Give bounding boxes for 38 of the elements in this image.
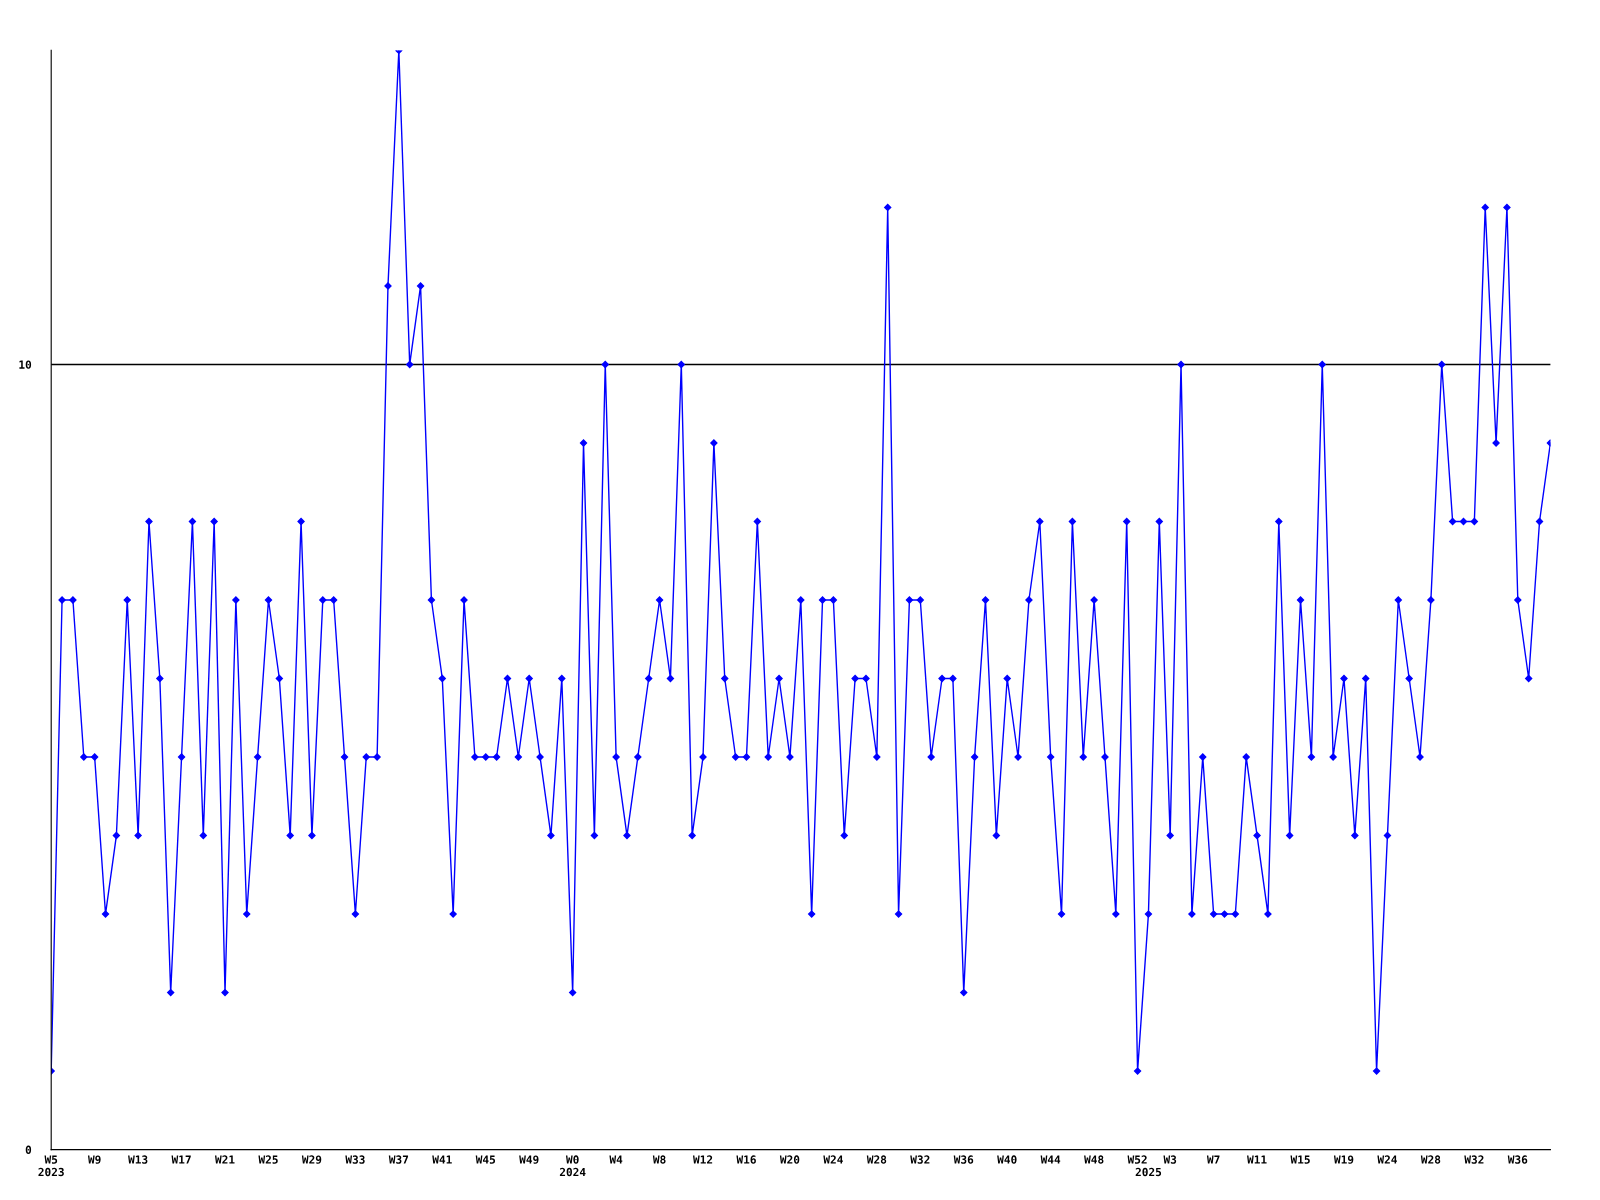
y-tick-label: 0 [25, 1145, 32, 1154]
x-tick-label: W4 [609, 1155, 623, 1164]
x-tick-label: W15 [1290, 1155, 1310, 1164]
x-tick-label: W8 [652, 1155, 666, 1164]
x-tick-label: W45 [475, 1155, 496, 1164]
x-tick-label: W16 [736, 1155, 756, 1164]
x-tick-label: W19 [1333, 1155, 1354, 1164]
x-tick-label: W36 [953, 1155, 974, 1164]
x-tick-label: W28 [866, 1155, 887, 1164]
x-tick-label: W5 2023 [38, 1155, 64, 1177]
x-tick-label: W32 [1464, 1155, 1484, 1164]
x-tick-label: W9 [87, 1155, 101, 1164]
x-tick-label: W28 [1420, 1155, 1441, 1164]
x-tick-label: W36 [1507, 1155, 1528, 1164]
x-tick-label: W21 [214, 1155, 235, 1164]
x-tick-label: W3 [1163, 1155, 1177, 1164]
x-tick-label: W13 [128, 1155, 148, 1164]
x-tick-label: W17 [171, 1155, 191, 1164]
x-tick-label: W20 [779, 1155, 800, 1164]
y-tick-label: 10 [19, 360, 32, 369]
x-tick-label: W40 [997, 1155, 1017, 1164]
x-tick-label: W7 [1206, 1155, 1220, 1164]
x-tick-label: W52 [1127, 1155, 1147, 1164]
x-tick-label: W0 2024 [559, 1155, 586, 1177]
x-tick-label: 2025 [1135, 1167, 1162, 1177]
x-tick-label: W12 [692, 1155, 713, 1164]
x-tick-label: W33 [345, 1155, 365, 1164]
x-tick-label: W37 [388, 1155, 409, 1164]
x-tick-label: W32 [910, 1155, 930, 1164]
x-tick-label: W29 [301, 1155, 322, 1164]
x-tick-label: W24 [823, 1155, 843, 1164]
x-tick-label: W49 [519, 1155, 539, 1164]
x-tick-label: W48 [1084, 1155, 1104, 1164]
x-tick-label: W25 [258, 1155, 278, 1164]
x-tick-label: W24 [1377, 1155, 1397, 1164]
x-tick-label: W41 [432, 1155, 452, 1164]
x-tick-label: W11 [1247, 1155, 1267, 1164]
x-tick-label: W44 [1040, 1155, 1061, 1164]
